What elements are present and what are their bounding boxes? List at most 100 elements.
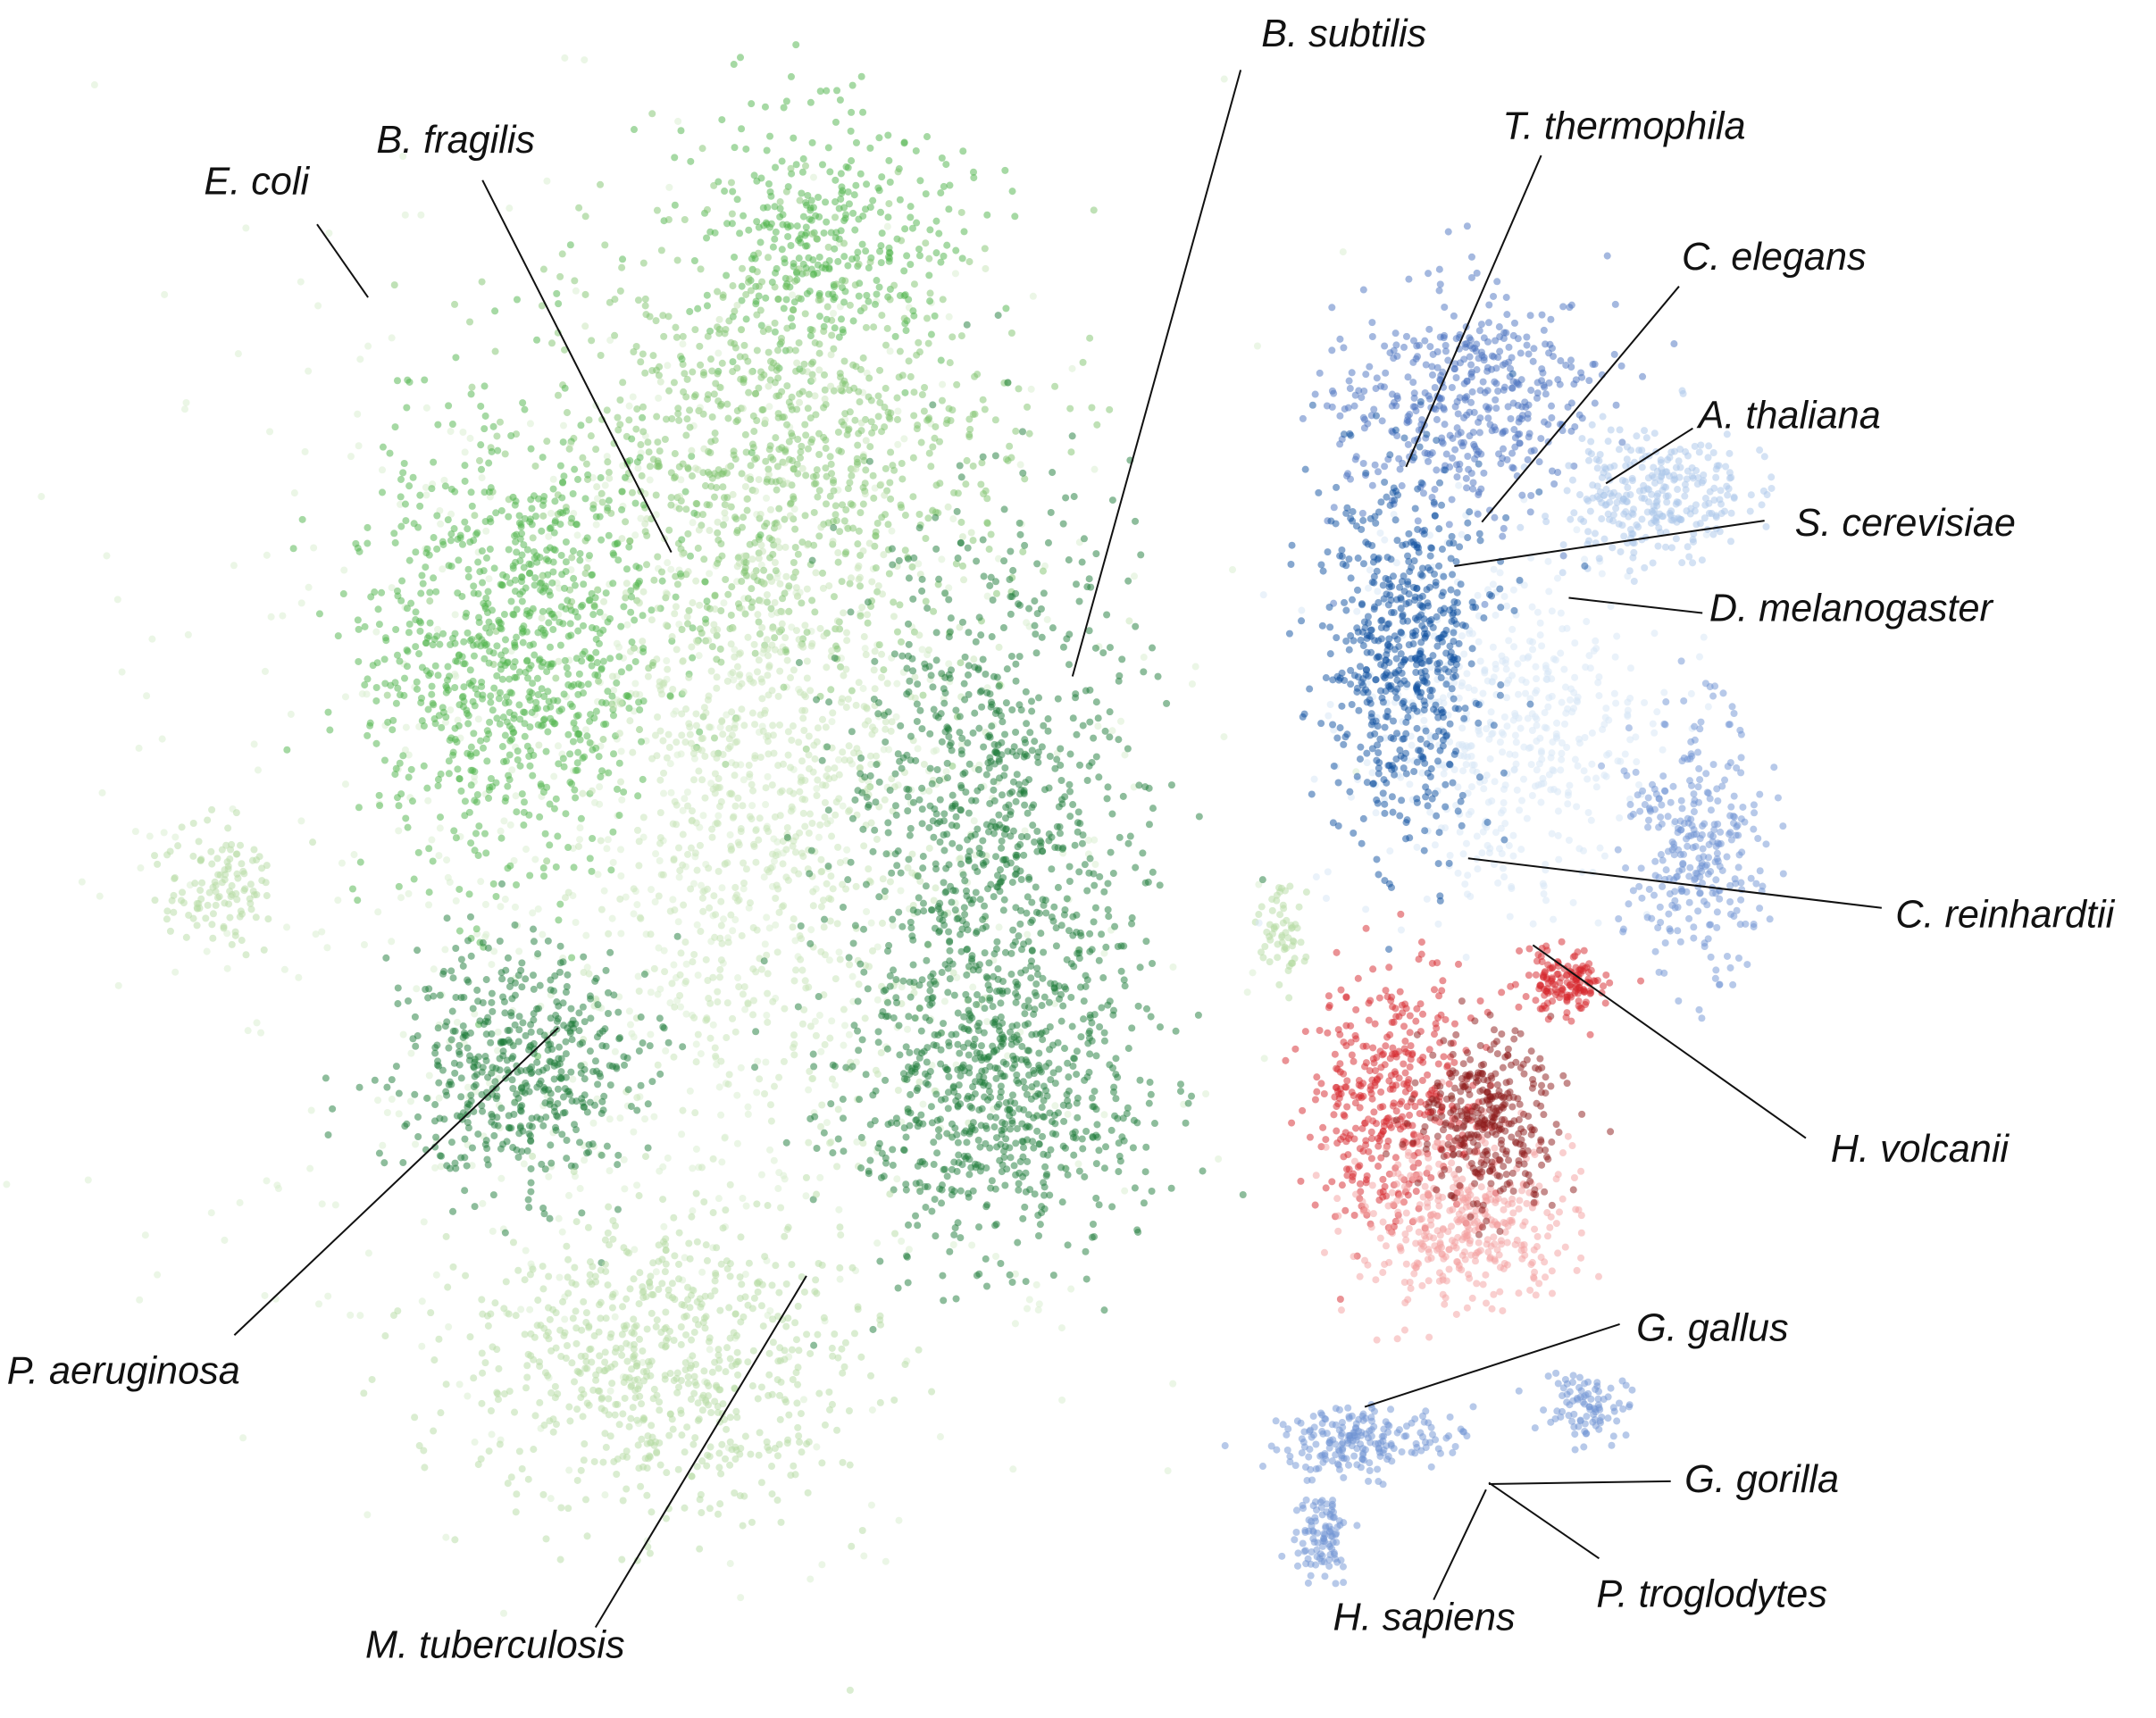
point [497,651,506,659]
point [927,905,935,913]
point [848,972,857,980]
point [703,234,711,242]
point [324,708,332,716]
point [961,653,969,661]
point [840,217,848,225]
point [798,464,806,472]
point [1229,566,1237,574]
point [728,210,736,218]
point [605,496,613,505]
point [811,755,819,763]
point [729,813,737,821]
point [926,764,934,772]
point [664,559,672,567]
point [656,839,664,847]
point [932,746,940,755]
point [888,545,896,553]
point [772,567,780,575]
point [822,198,830,206]
point [987,530,995,538]
point [770,1156,778,1164]
point [621,1061,629,1069]
point [550,529,558,537]
point [721,860,729,868]
point [761,940,769,948]
point [835,204,843,213]
point [478,278,486,286]
point [926,289,934,297]
point [566,1027,574,1035]
point [279,612,287,620]
point [768,577,776,586]
point [773,838,781,846]
point [632,425,640,433]
point [681,488,689,496]
point [813,696,821,704]
point [896,601,904,609]
point [901,546,909,555]
point [983,211,991,219]
point [606,474,614,482]
point [1156,881,1164,889]
point [546,544,554,552]
point [486,647,494,655]
point [809,173,817,181]
point [945,732,953,740]
point [1028,707,1036,715]
point [975,613,983,621]
point [686,307,694,315]
point [629,748,637,756]
point [673,932,681,940]
point [726,1560,734,1568]
point [411,1090,419,1098]
point [664,215,673,223]
point [960,576,968,584]
point [471,1439,479,1447]
point [629,393,637,401]
point [790,558,798,567]
point [415,650,423,658]
point [1124,577,1132,585]
point [835,333,843,341]
point [776,667,784,675]
point [929,443,937,451]
point [897,721,905,730]
point [647,988,655,997]
point [770,1082,778,1090]
point [464,573,472,581]
point [551,519,559,527]
point [806,206,815,214]
point [1002,304,1010,313]
point [831,511,840,519]
point [881,404,889,412]
point [876,398,884,406]
point [594,671,602,680]
point [822,464,830,472]
point [706,904,714,912]
point [497,1105,506,1113]
point [716,645,724,653]
point [301,447,309,455]
point [559,1093,567,1101]
point [687,739,695,747]
point [432,588,440,596]
point [1143,1005,1151,1013]
point [923,314,932,322]
point [490,684,498,692]
point [845,954,853,962]
point [731,307,739,315]
point [454,589,462,597]
point [489,606,497,614]
point [461,518,469,526]
point [968,1241,976,1249]
point [547,976,555,984]
point [563,663,571,671]
point [553,289,561,297]
point [648,606,656,614]
point [1104,783,1112,791]
point [975,724,983,732]
point [203,947,211,955]
point [945,205,953,213]
point [812,411,820,419]
point [602,699,610,707]
